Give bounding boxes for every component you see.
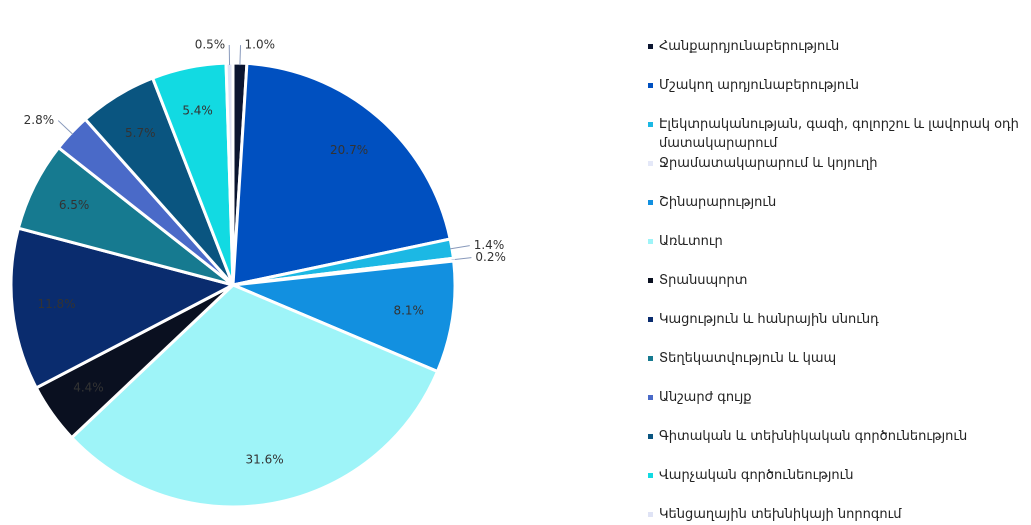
legend-label: Առևտուր bbox=[659, 234, 723, 249]
data-label: 5.4% bbox=[182, 103, 213, 117]
legend-label: Մշակող արդյունաբերություն bbox=[659, 78, 859, 93]
legend-item: Էլեկտրականության, գազի, գոլորշու և լավոր… bbox=[648, 115, 1026, 153]
legend-label: Տեղեկատվություն և կապ bbox=[659, 351, 837, 366]
data-label: 5.7% bbox=[125, 126, 156, 140]
legend-label: Անշարժ գույք bbox=[659, 390, 752, 405]
data-label: 0.5% bbox=[195, 38, 226, 52]
legend-swatch bbox=[648, 239, 653, 244]
pie-slice bbox=[69, 283, 440, 509]
legend-swatch bbox=[648, 356, 653, 361]
legend-item: Գիտական և տեխնիկական գործունեություն bbox=[648, 427, 1026, 446]
legend-label: Վարչական գործունեություն bbox=[659, 468, 854, 483]
legend-label: Ջրամատակարարում և կոյուղի bbox=[659, 156, 878, 171]
legend-item: Կենցաղային տեխնիկայի նորոգում bbox=[648, 505, 1026, 524]
legend-item: Առևտուր bbox=[648, 232, 1026, 251]
data-label: 4.4% bbox=[73, 381, 104, 395]
legend-label: Կենցաղային տեխնիկայի նորոգում bbox=[659, 507, 902, 522]
data-label: 20.7% bbox=[330, 143, 368, 157]
pie-slice bbox=[227, 259, 457, 374]
legend-swatch bbox=[648, 512, 653, 517]
legend-item: Տեղեկատվություն և կապ bbox=[648, 349, 1026, 368]
legend-swatch bbox=[648, 278, 653, 283]
legend-label: Կացություն և հանրային սնունդ bbox=[659, 312, 879, 327]
data-label: 11.8% bbox=[37, 297, 75, 311]
pie-area: 1.0% 20.7% 1.4%0.2% 8.1% 31.6% 4.4% 11.8% 6.5% 2… bbox=[9, 38, 506, 509]
leader-line bbox=[239, 45, 242, 66]
legend-swatch bbox=[648, 317, 653, 322]
legend-swatch bbox=[648, 122, 653, 127]
pie-slice bbox=[231, 61, 452, 287]
legend-swatch bbox=[648, 83, 653, 88]
legend-label: Գիտական և տեխնիկական գործունեություն bbox=[659, 429, 968, 444]
data-label: 1.0% bbox=[245, 38, 276, 52]
legend-item: Կացություն և հանրային սնունդ bbox=[648, 310, 1026, 329]
legend-item: Անշարժ գույք bbox=[648, 388, 1026, 407]
legend-label: Էլեկտրականության, գազի, գոլորշու և լավոր… bbox=[659, 117, 1019, 151]
legend-swatch bbox=[648, 434, 653, 439]
legend-item: Ջրամատակարարում և կոյուղի bbox=[648, 154, 1026, 173]
legend-item: Մշակող արդյունաբերություն bbox=[648, 76, 1026, 95]
pie-slice bbox=[9, 226, 238, 390]
leader-line bbox=[449, 245, 470, 250]
legend-item: Շինարարություն bbox=[648, 193, 1026, 212]
data-label: 31.6% bbox=[246, 452, 284, 466]
legend-item: Վարչական գործունեություն bbox=[648, 466, 1026, 485]
legend-label: Տրանսպորտ bbox=[659, 273, 748, 288]
data-label: 8.1% bbox=[393, 303, 424, 317]
leader-line bbox=[57, 120, 74, 135]
legend-swatch bbox=[648, 44, 653, 49]
legend-item: Հանքարդյունաբերություն bbox=[648, 37, 1026, 56]
legend-swatch bbox=[648, 200, 653, 205]
legend-swatch bbox=[648, 473, 653, 478]
legend-label: Հանքարդյունաբերություն bbox=[659, 39, 840, 54]
legend-swatch bbox=[648, 395, 653, 400]
legend-label: Շինարարություն bbox=[659, 195, 777, 210]
data-label: 0.2% bbox=[475, 250, 506, 264]
data-label: 6.5% bbox=[59, 198, 90, 212]
data-label: 1.4% bbox=[474, 238, 505, 252]
legend-item: Տրանսպորտ bbox=[648, 271, 1026, 290]
legend-swatch bbox=[648, 161, 653, 166]
data-label: 2.8% bbox=[24, 113, 55, 127]
